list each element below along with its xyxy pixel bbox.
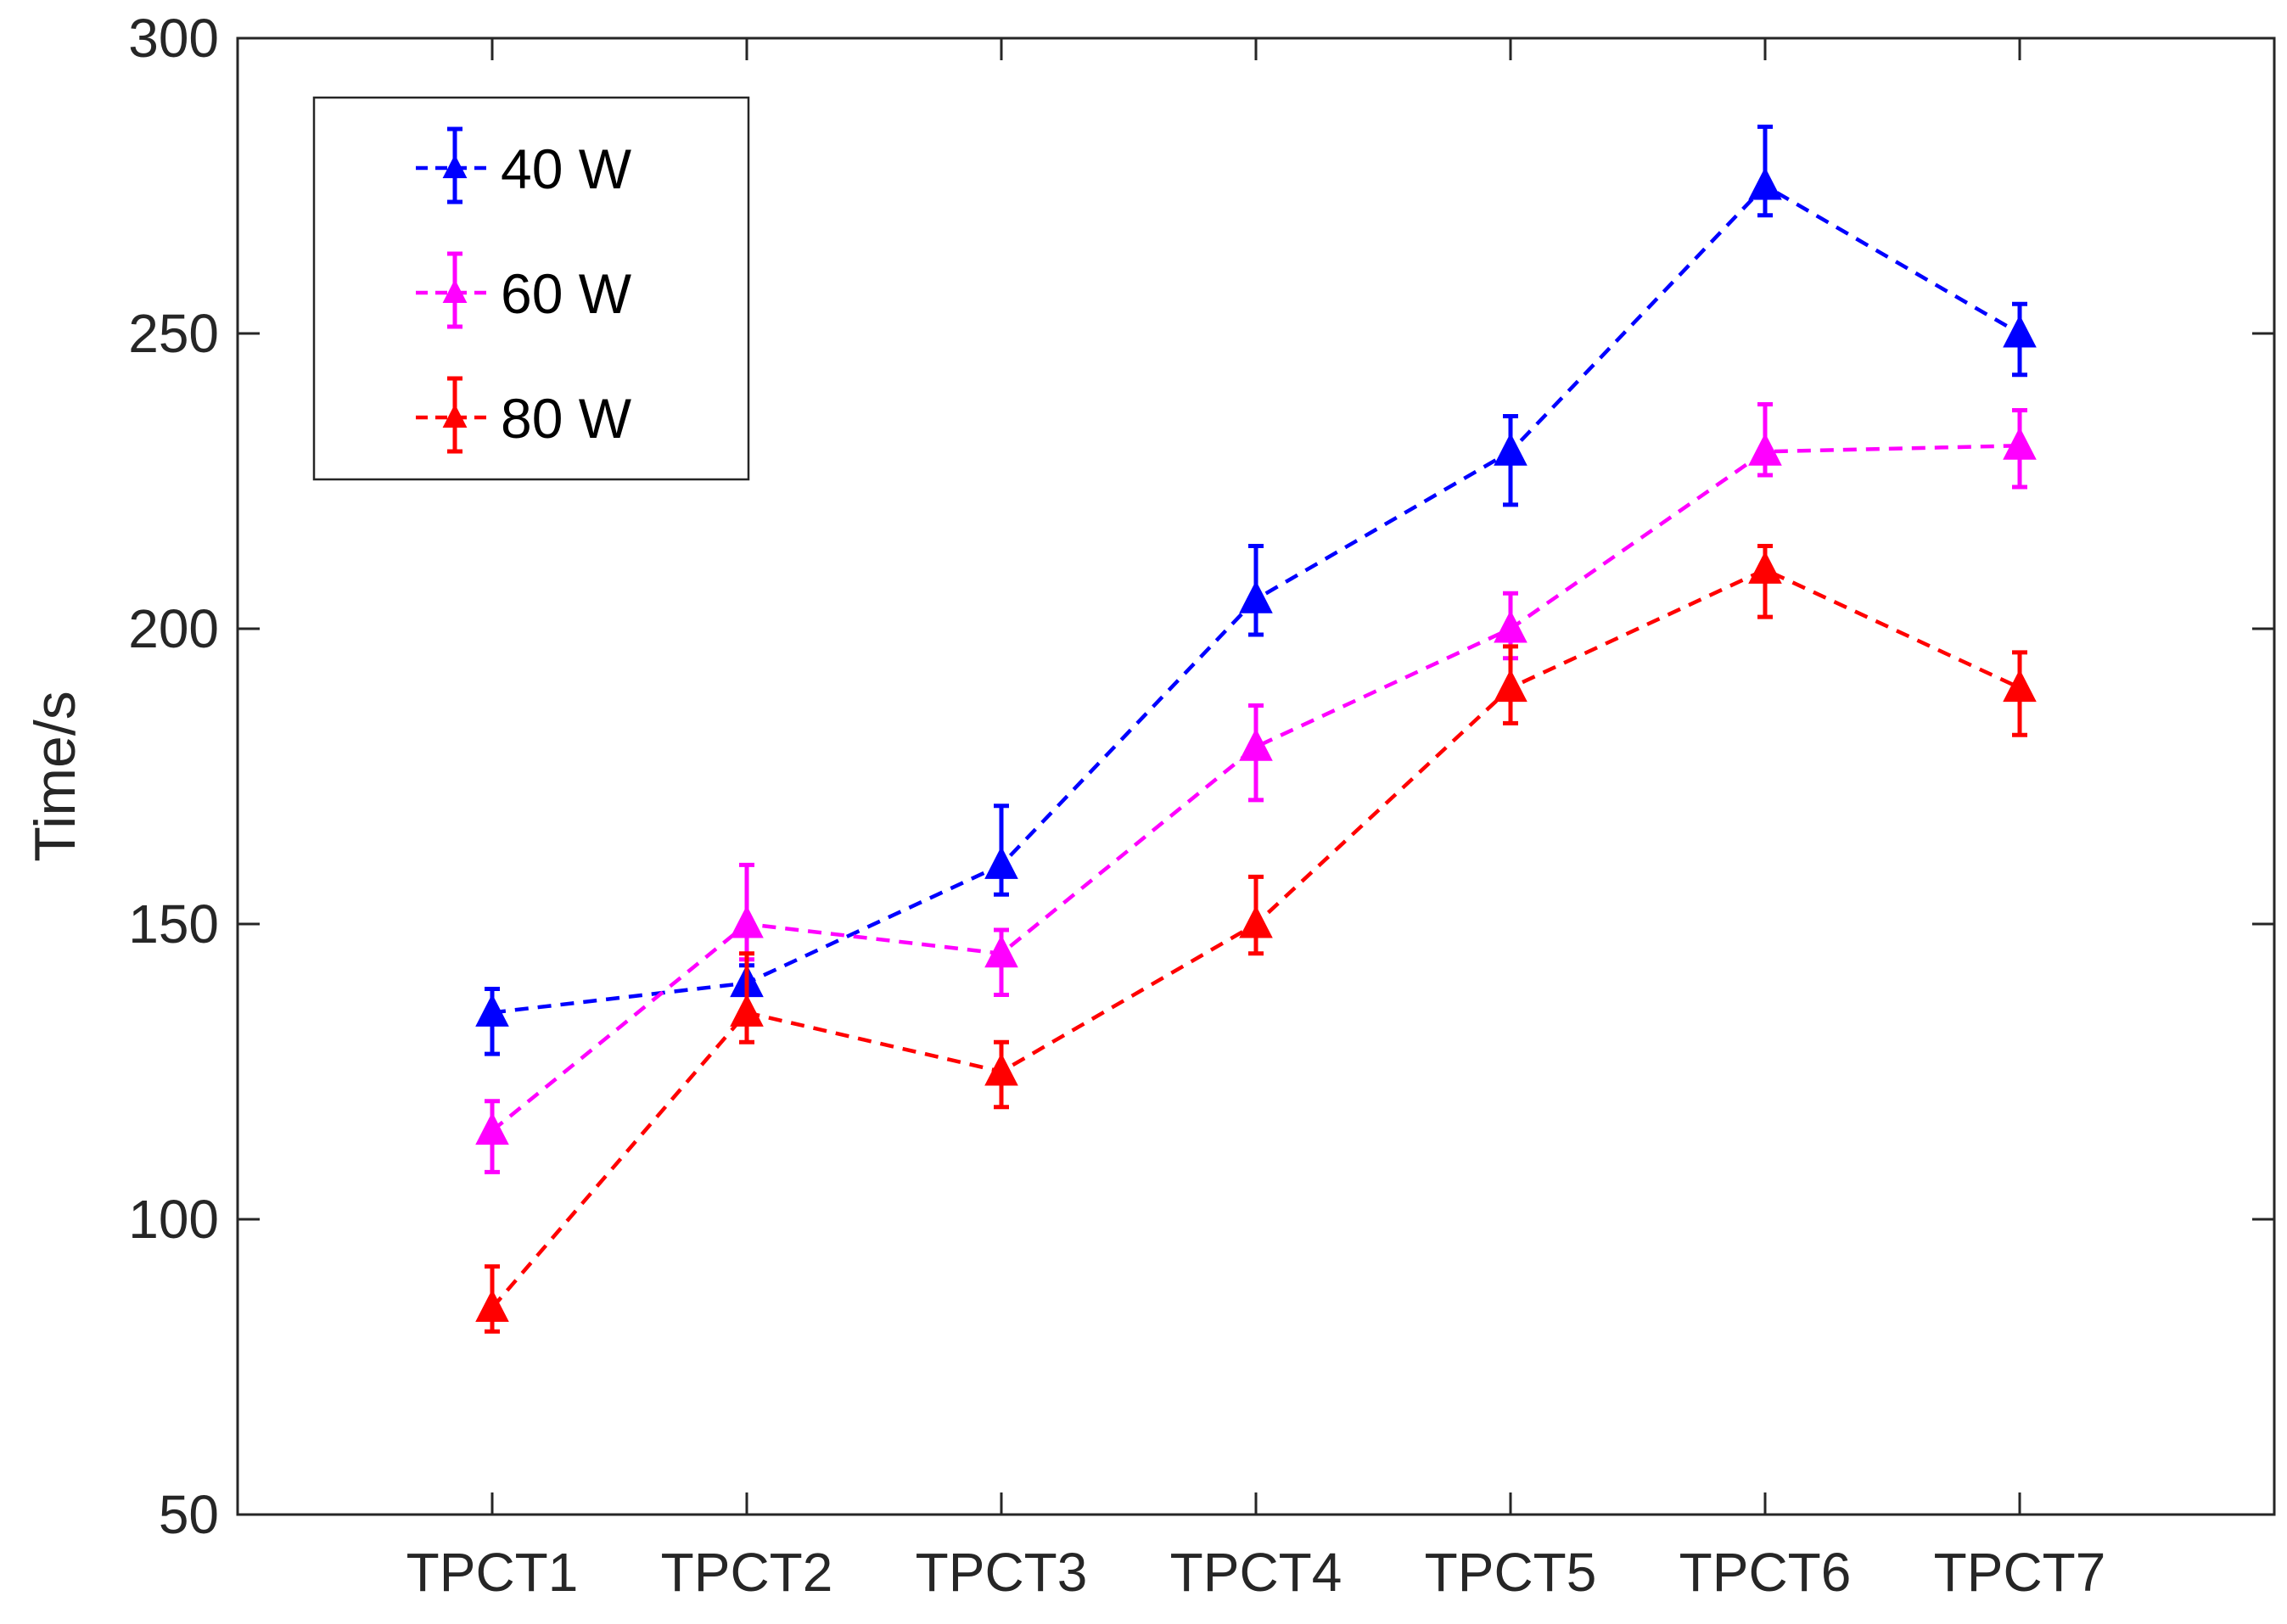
data-point-marker: [1748, 551, 1782, 584]
legend-box: [312, 96, 750, 481]
data-point-marker: [475, 1289, 509, 1322]
x-tick-label: TPCT3: [916, 1542, 1088, 1603]
legend-marker: [442, 279, 468, 303]
x-axis-tick-labels: TPCT1 TPCT2 TPCT3 TPCT4 TPCT5 TPCT6 TPCT7: [406, 1542, 2106, 1603]
series-60w: [475, 402, 2037, 1174]
y-axis-label: Time/s: [23, 691, 87, 861]
data-point-marker: [1748, 433, 1782, 466]
y-axis-ticks: [238, 36, 2274, 1516]
legend-label: 40 W: [501, 137, 632, 200]
data-point-marker: [984, 934, 1018, 968]
legend-entry: 40 W: [416, 126, 632, 204]
legend-marker: [442, 404, 468, 428]
y-tick-label: 200: [128, 598, 219, 659]
data-point-marker: [1494, 669, 1527, 703]
data-point-marker: [984, 846, 1018, 879]
data-point-marker: [2003, 669, 2037, 703]
data-point-marker: [2003, 427, 2037, 460]
data-point-marker: [1494, 610, 1527, 643]
x-tick-label: TPCT4: [1170, 1542, 1342, 1603]
y-tick-label: 300: [128, 8, 219, 69]
y-tick-label: 50: [159, 1484, 219, 1545]
y-tick-label: 250: [128, 303, 219, 364]
data-point-marker: [730, 994, 764, 1027]
series-80w: [475, 544, 2037, 1334]
series-layer: [475, 124, 2037, 1334]
data-point-marker: [475, 1112, 509, 1145]
legend: 40 W 60 W 80 W: [312, 96, 750, 481]
data-point-marker: [1239, 905, 1273, 938]
data-point-marker: [730, 905, 764, 938]
legend-entry: 60 W: [416, 251, 632, 329]
x-tick-label: TPCT5: [1425, 1542, 1597, 1603]
legend-label: 60 W: [501, 262, 632, 325]
data-point-marker: [1239, 728, 1273, 761]
x-tick-label: TPCT2: [661, 1542, 833, 1603]
x-tick-label: TPCT7: [1934, 1542, 2106, 1603]
data-point-marker: [2003, 315, 2037, 348]
y-axis-tick-labels: 50 100 150 200 250 300: [128, 8, 219, 1545]
x-tick-label: TPCT1: [406, 1542, 579, 1603]
legend-label: 80 W: [501, 387, 632, 450]
data-point-marker: [1494, 433, 1527, 466]
data-point-marker: [984, 1053, 1018, 1086]
legend-entry: 80 W: [416, 376, 632, 454]
legend-marker: [442, 154, 468, 178]
x-tick-label: TPCT6: [1679, 1542, 1852, 1603]
data-point-marker: [1748, 167, 1782, 200]
data-point-marker: [1239, 580, 1273, 613]
y-tick-label: 100: [128, 1189, 219, 1250]
y-tick-label: 150: [128, 893, 219, 955]
data-point-marker: [475, 994, 509, 1027]
